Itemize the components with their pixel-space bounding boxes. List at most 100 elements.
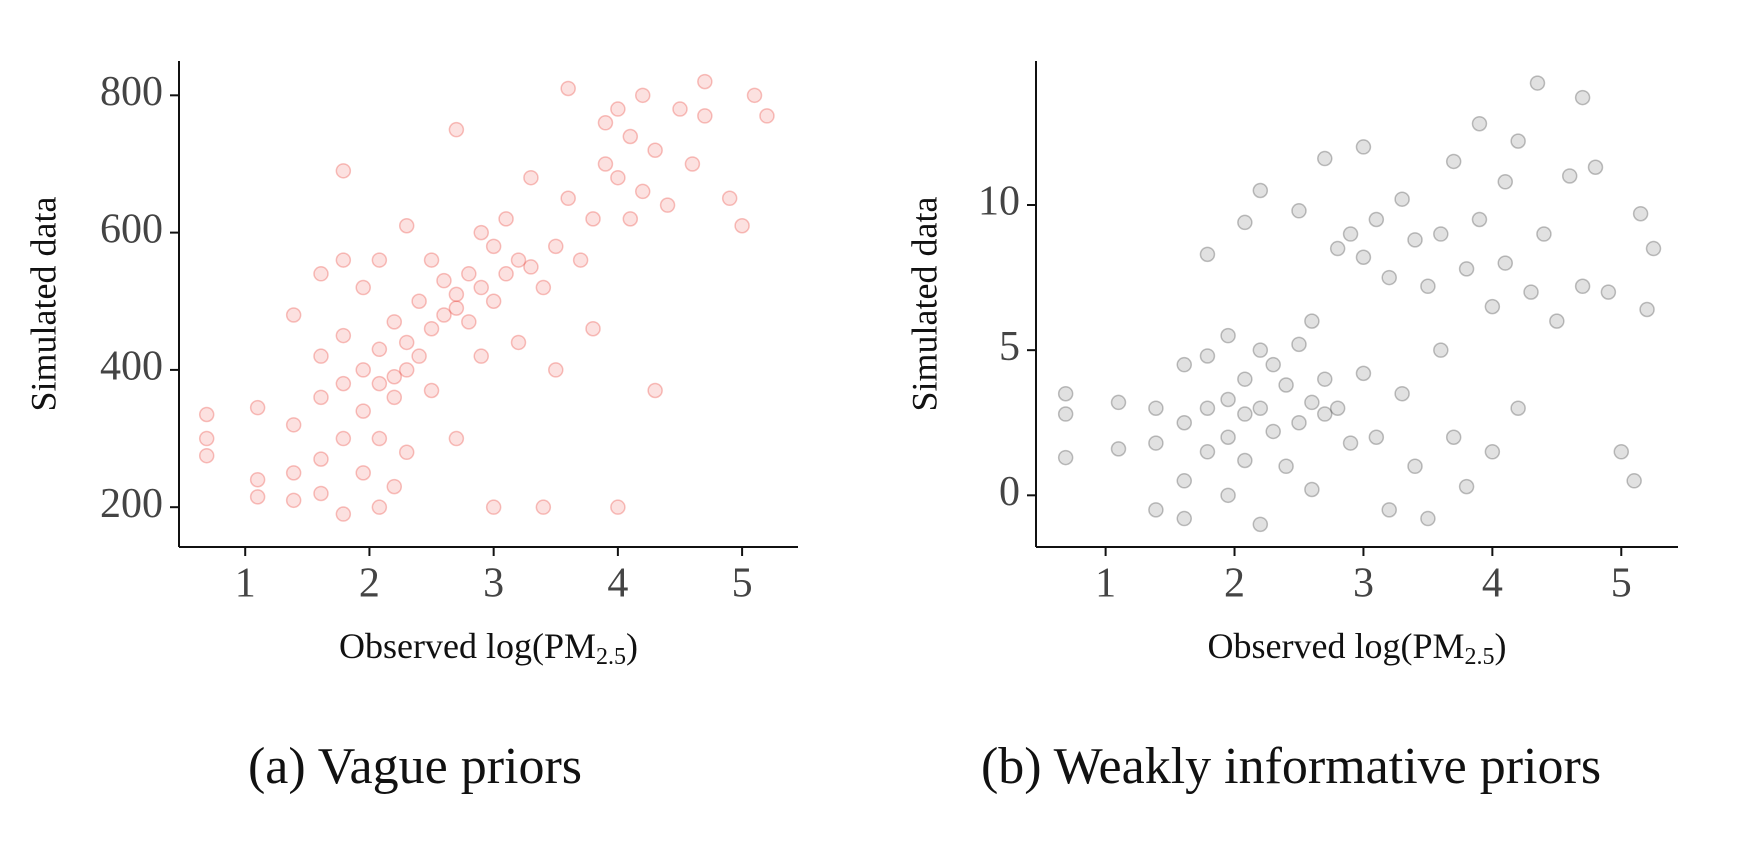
point (411, 348, 427, 364)
point (386, 389, 403, 406)
point (498, 211, 514, 227)
point (1252, 516, 1269, 533)
point (335, 327, 352, 344)
point (355, 362, 371, 378)
point (548, 238, 564, 255)
point (622, 211, 639, 227)
point (1639, 301, 1655, 318)
point (473, 224, 489, 241)
point (1355, 365, 1372, 382)
point (1433, 226, 1449, 242)
point (1148, 435, 1164, 451)
point (1420, 278, 1436, 295)
x-tick-label: 1 (235, 561, 256, 607)
point (386, 478, 403, 495)
point (1574, 278, 1591, 295)
point (1057, 449, 1074, 466)
point (1420, 510, 1436, 527)
point (1355, 139, 1372, 155)
point (423, 320, 440, 337)
point (1237, 214, 1253, 231)
point (371, 341, 388, 358)
point (198, 406, 215, 423)
point (523, 169, 539, 186)
point (647, 382, 663, 399)
point (285, 307, 302, 323)
point (1355, 249, 1372, 266)
point (1587, 159, 1604, 176)
point (249, 399, 266, 416)
point (473, 279, 489, 296)
point (411, 293, 427, 310)
point (1510, 400, 1526, 416)
point (597, 156, 614, 172)
point (448, 121, 465, 138)
point (1220, 391, 1236, 408)
x-axis-label-part: ) (1494, 626, 1506, 666)
point (1199, 348, 1216, 364)
point (1304, 394, 1320, 411)
point (1278, 458, 1294, 475)
point (1613, 444, 1630, 460)
point (485, 293, 502, 310)
x-tick-label: 4 (607, 561, 628, 607)
y-axis-label: Simulated data (23, 197, 63, 412)
point (448, 300, 465, 316)
point (313, 348, 329, 364)
point (436, 272, 452, 289)
point (1626, 473, 1642, 489)
point (1368, 429, 1385, 446)
point (634, 183, 651, 200)
point (1317, 371, 1333, 387)
point (355, 279, 371, 296)
point (535, 499, 552, 515)
point (1632, 205, 1649, 222)
point (386, 314, 403, 330)
point (1220, 487, 1236, 504)
point (1523, 284, 1539, 300)
x-axis-label: Observed log(PM2.5) (339, 626, 638, 669)
point (672, 101, 688, 117)
point (198, 430, 215, 447)
point (1536, 226, 1552, 242)
point (1278, 377, 1294, 393)
point (423, 252, 440, 268)
point (1342, 226, 1359, 242)
point (610, 169, 626, 186)
point (1057, 385, 1074, 402)
x-axis-label-part: 2.5 (1464, 644, 1494, 670)
point (423, 382, 440, 399)
point (335, 430, 352, 447)
point (198, 447, 215, 464)
point (1381, 269, 1397, 286)
point (371, 252, 388, 268)
y-tick-label: 800 (100, 69, 163, 115)
point (622, 128, 639, 145)
point (1176, 356, 1193, 373)
point (1291, 203, 1307, 219)
point (313, 485, 329, 502)
point (1549, 313, 1565, 329)
y-axis-label: Simulated data (904, 197, 944, 412)
point (1304, 313, 1320, 329)
point (1237, 406, 1253, 422)
point (1110, 394, 1127, 411)
point (1176, 510, 1193, 527)
point (1445, 429, 1462, 446)
point (1600, 284, 1617, 300)
point (1574, 89, 1591, 106)
point (1252, 342, 1269, 358)
point (1220, 429, 1236, 446)
point (313, 389, 329, 406)
point (1368, 211, 1385, 228)
x-tick-label: 1 (1095, 561, 1116, 607)
x-tick-label: 4 (1482, 561, 1503, 607)
point (1199, 444, 1216, 460)
point (1265, 423, 1281, 440)
x-axis-label: Observed log(PM2.5) (1208, 626, 1507, 669)
point (485, 499, 502, 515)
point (436, 307, 452, 323)
point (285, 417, 302, 433)
point (1252, 182, 1269, 199)
point (634, 87, 651, 104)
